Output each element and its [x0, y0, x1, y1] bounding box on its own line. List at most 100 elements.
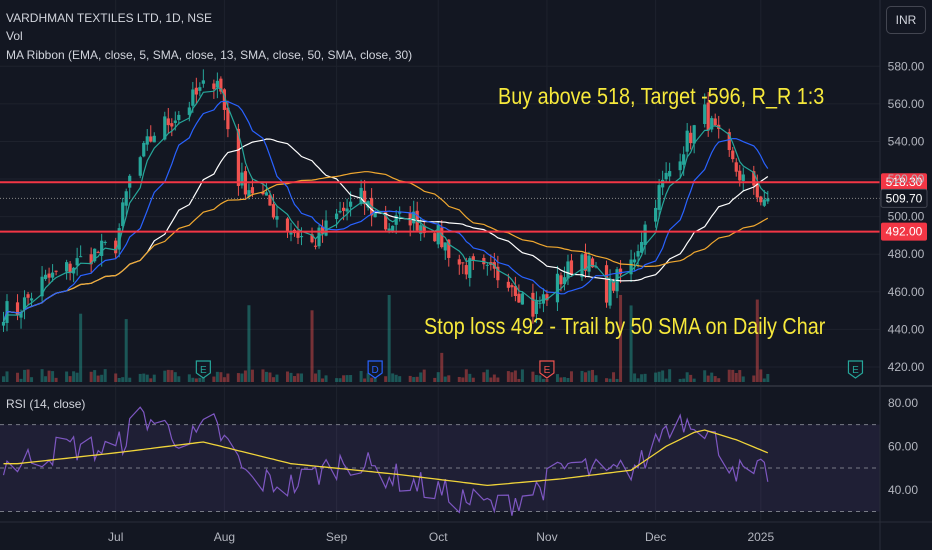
- volume-bar: [615, 378, 619, 382]
- candle-body: [75, 258, 79, 266]
- volume-bar: [243, 370, 247, 382]
- candle-body: [79, 256, 83, 258]
- volume-bar: [117, 377, 121, 382]
- candle-body: [447, 239, 451, 258]
- volume-bar: [559, 377, 563, 382]
- volume-bar: [762, 378, 766, 382]
- candle-body: [271, 204, 276, 218]
- volume-bar: [759, 369, 763, 382]
- candle-body: [1, 321, 6, 326]
- candle-body: [738, 170, 742, 181]
- event-letter: E: [852, 365, 859, 376]
- volume-bar: [457, 376, 461, 382]
- volume-bar: [349, 375, 353, 382]
- volume-bar: [236, 373, 240, 382]
- volume-bar: [531, 371, 535, 382]
- volume-bar: [587, 370, 591, 382]
- volume-bar: [713, 376, 717, 382]
- candle-body: [201, 80, 205, 84]
- candle-body: [103, 241, 107, 243]
- volume-bar: [661, 370, 665, 382]
- candle-body: [629, 259, 633, 275]
- volume-bar: [250, 369, 254, 382]
- volume-bar: [447, 375, 451, 382]
- candle-body: [138, 157, 142, 176]
- candle-body: [419, 225, 423, 234]
- volume-bar: [359, 370, 363, 382]
- event-letter: D: [372, 365, 379, 376]
- volume-bar: [321, 378, 325, 382]
- candle-body: [285, 218, 290, 231]
- volume-bar: [436, 372, 440, 382]
- currency-button[interactable]: INR: [886, 6, 926, 34]
- candle-body: [261, 191, 265, 195]
- candle-body: [534, 301, 539, 314]
- candle-body: [19, 313, 23, 318]
- volume-bar: [271, 377, 275, 382]
- volume-bar: [317, 369, 321, 382]
- candle-body: [219, 78, 223, 92]
- candle-body: [766, 198, 770, 202]
- price-tick-label: 580.00: [888, 59, 925, 73]
- candle-body: [587, 255, 591, 272]
- candle-body: [569, 260, 574, 275]
- candle-body: [661, 179, 665, 188]
- candle-body: [496, 266, 500, 281]
- candle-body: [689, 132, 693, 144]
- candle-body: [320, 226, 325, 234]
- volume-bar: [44, 376, 48, 382]
- volume-bar: [731, 369, 735, 382]
- volume-bar: [65, 371, 69, 382]
- time-tick-label: Oct: [429, 530, 448, 544]
- ma-ribbon: [2, 87, 769, 323]
- volume-bar: [591, 369, 595, 382]
- event-marker: [195, 360, 211, 379]
- volume-bar: [142, 373, 146, 382]
- volume-bar: [275, 374, 279, 382]
- candle-body: [250, 187, 255, 194]
- volume-bar: [422, 369, 426, 382]
- candle-body: [710, 118, 714, 130]
- rsi-label: RSI (14, close): [6, 397, 86, 411]
- volume-bar: [643, 373, 647, 382]
- event-letter: E: [544, 365, 551, 376]
- volume-bar: [706, 375, 710, 382]
- volume-bar: [293, 376, 297, 382]
- candle-body: [510, 285, 514, 288]
- level-tag: 509.70: [886, 191, 923, 205]
- volume-bar: [72, 371, 76, 382]
- candle-body: [433, 233, 437, 242]
- volume-bar: [114, 373, 118, 382]
- volume-bar: [629, 305, 633, 382]
- candle-body: [187, 107, 191, 115]
- volume-bar: [215, 371, 219, 382]
- volume-bar: [187, 374, 191, 382]
- candle-body: [668, 171, 672, 177]
- level-tag: 518.30: [886, 175, 923, 189]
- volume-bar: [47, 370, 51, 382]
- candle-body: [40, 276, 44, 297]
- volume-bar: [342, 375, 346, 382]
- volume-bar: [370, 377, 374, 382]
- candle-body: [54, 270, 58, 272]
- candle-body: [50, 272, 55, 278]
- volume-bar: [75, 372, 79, 382]
- candle-body: [506, 281, 510, 288]
- candle-body: [706, 102, 710, 131]
- volume-bar: [68, 376, 72, 382]
- candle-body: [443, 242, 447, 251]
- volume-bar: [682, 378, 686, 382]
- volume-bar: [566, 377, 570, 382]
- candle-body: [373, 211, 377, 218]
- volume-bar: [640, 374, 644, 382]
- candle-body: [96, 251, 100, 253]
- candle-body: [363, 190, 367, 205]
- volume-bar: [583, 372, 587, 382]
- candle-body: [755, 181, 759, 198]
- volume-bar: [335, 378, 339, 382]
- volume-bar: [19, 378, 23, 382]
- volume-bar: [124, 319, 128, 382]
- volume-bar: [419, 372, 423, 382]
